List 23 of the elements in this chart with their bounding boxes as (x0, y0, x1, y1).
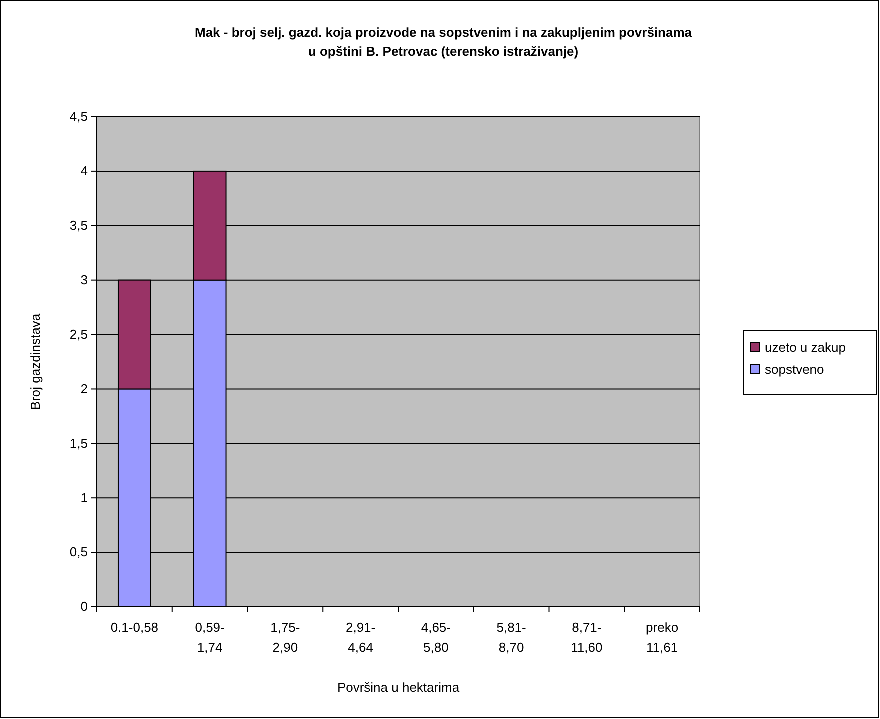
x-tick-label: 8,71- 11,60 (571, 620, 603, 655)
y-tick-label: 3,5 (70, 218, 88, 234)
x-tick-label: 1,75- 2,90 (270, 620, 300, 655)
y-tick-label: 2 (80, 381, 88, 396)
x-tick-label: 4,65- 5,80 (421, 620, 452, 655)
y-tick-label: 4 (80, 164, 88, 179)
y-tick-label: 2,5 (70, 326, 88, 342)
y-axis-title: Broj gazdinstava (28, 313, 43, 410)
legend-label: uzeto u zakup (765, 340, 846, 355)
y-tick-label: 1,5 (70, 436, 88, 451)
x-axis-title: Površina u hektarima (337, 680, 460, 695)
y-tick-label: 1 (80, 490, 88, 506)
y-tick-label: 3 (80, 272, 88, 288)
y-tick-label: 0,5 (70, 544, 88, 560)
x-tick-label: 2,91- 4,64 (346, 620, 376, 655)
y-tick-label: 4,5 (70, 109, 88, 124)
x-tick-label: 5,81- 8,70 (496, 620, 526, 655)
y-tick-label: 0 (80, 599, 88, 614)
x-tick-label: 0,59- 1,74 (195, 620, 225, 655)
x-tick-label: 0.1-0,58 (110, 620, 159, 635)
legend-label: sopstveno (765, 362, 824, 377)
chart-title: Mak - broj selj. gazd. koja proizvode na sopstvenim i na zakupljenim površinama u opštini B. Petrovac (terensko istraživanje) (194, 25, 693, 59)
x-tick-label: preko 11,61 (646, 620, 679, 655)
